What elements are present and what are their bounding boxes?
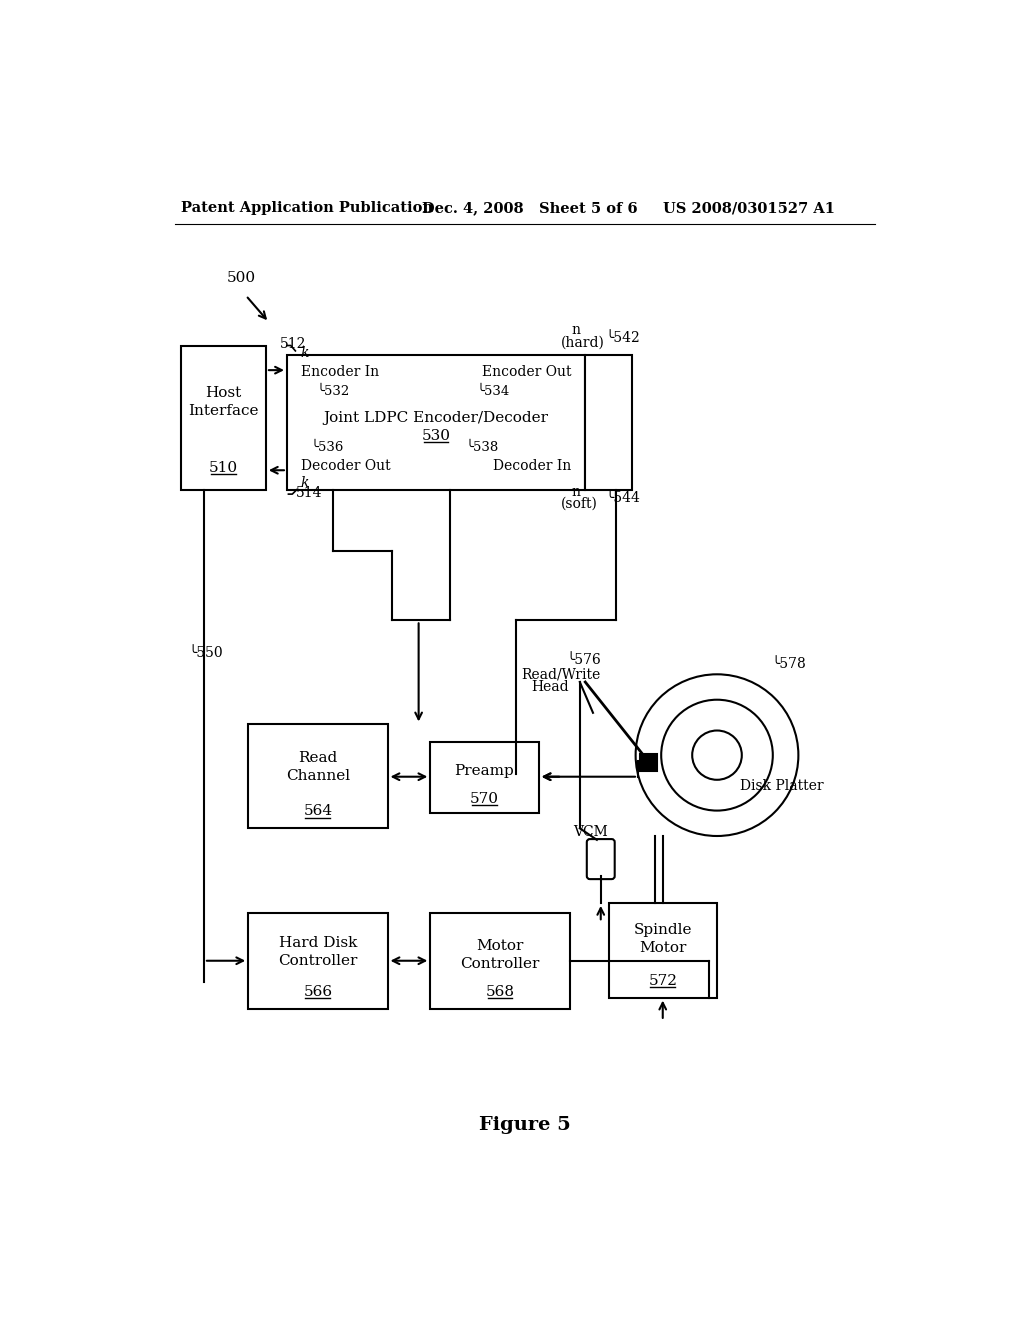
- Text: 570: 570: [470, 792, 499, 807]
- Text: Preamp: Preamp: [455, 764, 514, 779]
- Text: ╰578: ╰578: [771, 657, 806, 671]
- Text: k: k: [300, 346, 308, 360]
- Text: Joint LDPC Encoder/Decoder: Joint LDPC Encoder/Decoder: [324, 412, 549, 425]
- Text: 568: 568: [485, 985, 514, 999]
- Text: Motor
Controller: Motor Controller: [461, 939, 540, 972]
- Circle shape: [692, 730, 741, 780]
- Text: ╰532: ╰532: [316, 385, 349, 399]
- Bar: [586, 355, 632, 490]
- Text: 514: 514: [296, 486, 323, 500]
- Text: 530: 530: [422, 429, 451, 444]
- Text: 566: 566: [303, 985, 333, 999]
- Bar: [180, 346, 266, 490]
- Text: 512: 512: [280, 337, 306, 351]
- Bar: [430, 913, 569, 1010]
- Bar: [248, 913, 388, 1010]
- Text: Encoder In: Encoder In: [301, 364, 379, 379]
- Text: ╰542: ╰542: [605, 331, 640, 345]
- Text: k: k: [301, 477, 309, 490]
- Text: Figure 5: Figure 5: [479, 1115, 570, 1134]
- Bar: [640, 754, 656, 771]
- Text: US 2008/0301527 A1: US 2008/0301527 A1: [663, 202, 835, 215]
- Text: n: n: [571, 323, 581, 337]
- Text: (soft): (soft): [560, 498, 597, 511]
- Bar: [248, 725, 388, 829]
- Text: ╰536: ╰536: [310, 441, 343, 454]
- Text: Disk Platter: Disk Platter: [740, 779, 824, 793]
- FancyBboxPatch shape: [587, 840, 614, 879]
- Text: Spindle
Motor: Spindle Motor: [634, 923, 692, 954]
- Text: ╰534: ╰534: [477, 385, 510, 399]
- Text: Head: Head: [531, 680, 568, 694]
- Text: 572: 572: [648, 974, 677, 987]
- Text: 510: 510: [209, 461, 238, 475]
- Text: (hard): (hard): [560, 335, 604, 350]
- Text: VCM: VCM: [573, 825, 608, 840]
- Text: n: n: [571, 484, 581, 499]
- Bar: [608, 903, 717, 998]
- Text: ╰538: ╰538: [465, 441, 499, 454]
- Text: ╰544: ╰544: [605, 491, 640, 504]
- Text: Host
Interface: Host Interface: [188, 385, 259, 418]
- Text: 500: 500: [227, 271, 256, 285]
- Circle shape: [636, 675, 799, 836]
- Text: ╰576: ╰576: [566, 652, 601, 667]
- Text: Encoder Out: Encoder Out: [482, 364, 571, 379]
- Text: Read/Write: Read/Write: [521, 667, 601, 681]
- Bar: [430, 742, 539, 813]
- Circle shape: [662, 700, 773, 810]
- Text: Decoder Out: Decoder Out: [301, 459, 390, 474]
- Text: Read
Channel: Read Channel: [286, 751, 350, 783]
- Text: ╰550: ╰550: [188, 647, 223, 660]
- Text: Hard Disk
Controller: Hard Disk Controller: [279, 936, 357, 968]
- Text: Patent Application Publication: Patent Application Publication: [180, 202, 433, 215]
- Text: Dec. 4, 2008   Sheet 5 of 6: Dec. 4, 2008 Sheet 5 of 6: [423, 202, 638, 215]
- Text: 564: 564: [303, 804, 333, 818]
- Bar: [287, 355, 586, 490]
- Text: Decoder In: Decoder In: [493, 459, 571, 474]
